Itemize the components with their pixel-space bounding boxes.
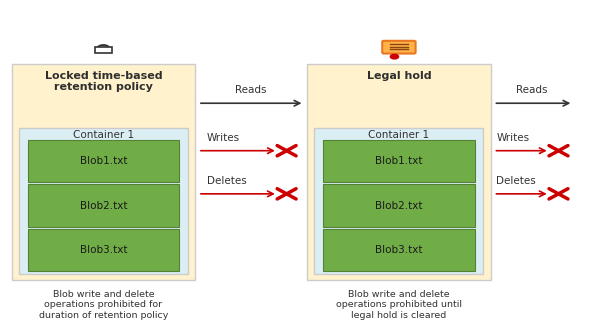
Text: Blob write and delete
operations prohibited for
duration of retention policy: Blob write and delete operations prohibi… <box>39 290 168 320</box>
Text: Blob write and delete
operations prohibited until
legal hold is cleared: Blob write and delete operations prohibi… <box>336 290 462 320</box>
Text: Blob3.txt: Blob3.txt <box>375 245 423 255</box>
Text: Blob2.txt: Blob2.txt <box>375 201 423 211</box>
Text: Reads: Reads <box>516 85 548 95</box>
FancyBboxPatch shape <box>12 64 195 280</box>
Text: Container 1: Container 1 <box>73 130 134 140</box>
Text: Deletes: Deletes <box>496 176 536 186</box>
Text: Blob3.txt: Blob3.txt <box>80 245 127 255</box>
Text: Locked time-based
retention policy: Locked time-based retention policy <box>44 71 163 92</box>
Text: Reads: Reads <box>235 85 267 95</box>
Text: Writes: Writes <box>496 133 530 143</box>
FancyBboxPatch shape <box>28 185 179 227</box>
FancyBboxPatch shape <box>19 128 188 274</box>
Text: Blob2.txt: Blob2.txt <box>80 201 127 211</box>
Bar <box>95 47 112 53</box>
Text: Writes: Writes <box>207 133 240 143</box>
Text: Legal hold: Legal hold <box>366 71 431 81</box>
Polygon shape <box>391 55 397 57</box>
FancyBboxPatch shape <box>323 185 475 227</box>
Text: Blob1.txt: Blob1.txt <box>375 156 423 166</box>
FancyBboxPatch shape <box>314 128 483 274</box>
FancyBboxPatch shape <box>28 140 179 182</box>
Text: Deletes: Deletes <box>207 176 246 186</box>
FancyBboxPatch shape <box>307 64 491 280</box>
FancyBboxPatch shape <box>382 41 415 53</box>
Circle shape <box>390 54 398 59</box>
Text: Container 1: Container 1 <box>368 130 430 140</box>
FancyBboxPatch shape <box>28 229 179 271</box>
FancyBboxPatch shape <box>323 140 475 182</box>
FancyBboxPatch shape <box>323 229 475 271</box>
Text: Blob1.txt: Blob1.txt <box>80 156 127 166</box>
